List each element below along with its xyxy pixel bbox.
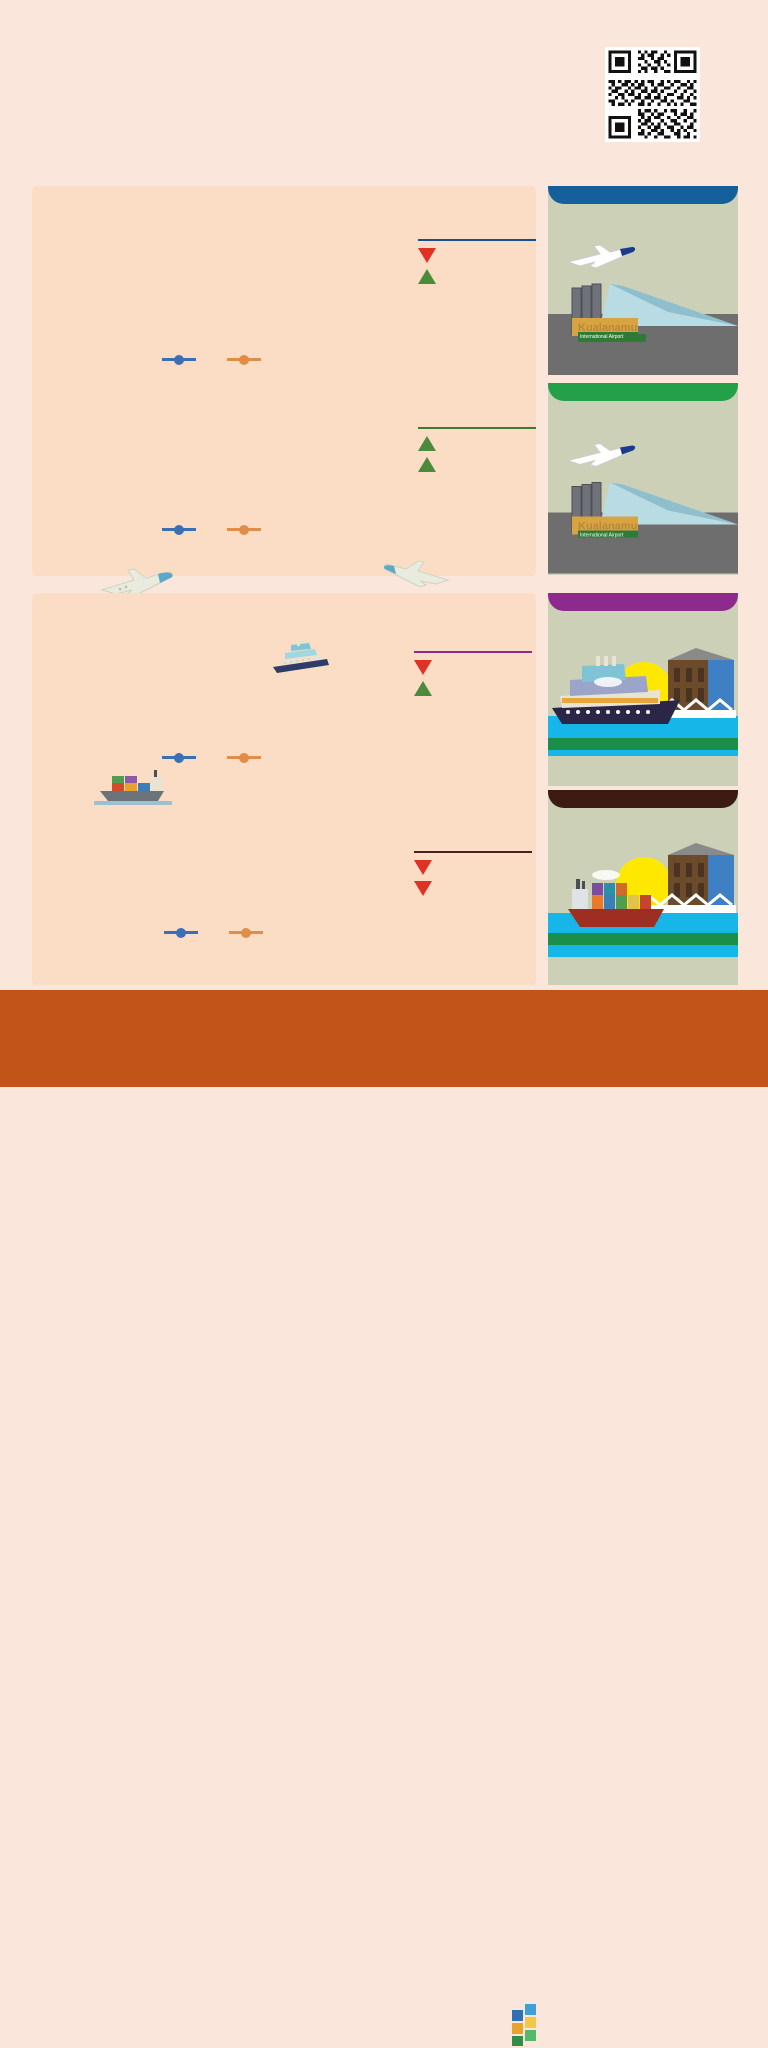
legend-berangkat-swatch bbox=[227, 752, 261, 763]
stat-change-1 bbox=[414, 660, 532, 676]
stat-change-2 bbox=[418, 269, 536, 285]
legend-bongkar bbox=[164, 927, 203, 938]
port-cargo-illustration-icon bbox=[548, 843, 738, 957]
banner-sea-passenger bbox=[548, 593, 738, 611]
legend-muat-swatch bbox=[229, 927, 263, 938]
legend-berangkat bbox=[227, 524, 266, 535]
legend-datang-swatch bbox=[162, 354, 196, 365]
svg-text:Kualanamu: Kualanamu bbox=[578, 521, 637, 533]
page-footer bbox=[0, 990, 768, 2046]
legend-datang-swatch bbox=[162, 524, 196, 535]
airport-illustration-icon: Kualanamu International Airport bbox=[548, 244, 738, 375]
stat-divider bbox=[414, 651, 532, 654]
infographic-page: Kualanamu International Airport Kualanam… bbox=[0, 44, 768, 2046]
legend-bongkar-swatch bbox=[164, 927, 198, 938]
legend-berangkat-swatch bbox=[227, 524, 261, 535]
sea-passenger-legend bbox=[162, 752, 266, 763]
sea-goods-legend bbox=[164, 927, 268, 938]
cargo-ship-icon bbox=[94, 770, 172, 805]
air-transport-card bbox=[32, 186, 536, 598]
cargo-ship-icon bbox=[568, 879, 664, 927]
airplane-icon bbox=[384, 560, 450, 588]
svg-text:International Airport: International Airport bbox=[580, 533, 624, 539]
legend-berangkat bbox=[227, 752, 266, 763]
legend-muat bbox=[229, 927, 268, 938]
stat-change-1 bbox=[418, 436, 536, 452]
legend-berangkat-swatch bbox=[227, 354, 261, 365]
triangle-up-icon bbox=[418, 269, 436, 285]
stat-change-1 bbox=[418, 248, 536, 264]
triangle-down-icon bbox=[418, 248, 436, 264]
stat-change-1 bbox=[414, 860, 532, 876]
stat-title bbox=[414, 612, 532, 646]
triangle-up-icon bbox=[414, 681, 432, 697]
stat-air-domestic bbox=[418, 200, 536, 290]
legend-datang-swatch bbox=[162, 752, 196, 763]
stat-divider bbox=[414, 851, 532, 854]
legend-datang bbox=[162, 752, 201, 763]
triangle-up-icon bbox=[418, 457, 436, 473]
stat-title bbox=[418, 200, 536, 234]
legend-datang bbox=[162, 524, 201, 535]
triangle-down-icon bbox=[414, 660, 432, 676]
triangle-down-icon bbox=[414, 860, 432, 876]
sea-transport-card bbox=[32, 593, 536, 985]
stat-title bbox=[414, 812, 532, 846]
stat-sea-passenger bbox=[414, 612, 532, 702]
illustration-air-domestic: Kualanamu International Airport bbox=[548, 186, 738, 375]
stat-divider bbox=[418, 427, 536, 430]
qr-code-icon bbox=[605, 47, 700, 142]
page-header bbox=[44, 44, 564, 54]
air-international-legend bbox=[162, 524, 266, 535]
stat-sea-goods bbox=[414, 812, 532, 902]
stat-change-2 bbox=[418, 457, 536, 473]
stat-divider bbox=[418, 239, 536, 242]
airplane-icon bbox=[100, 568, 173, 598]
port-cruise-illustration-icon bbox=[548, 648, 738, 756]
legend-datang bbox=[162, 354, 201, 365]
banner-sea-goods bbox=[548, 790, 738, 808]
airport-illustration-icon: Kualanamu International Airport bbox=[548, 442, 738, 574]
stat-air-international bbox=[418, 388, 536, 478]
banner-air-international bbox=[548, 383, 738, 401]
illustration-air-international: Kualanamu International Airport bbox=[548, 383, 738, 575]
svg-text:Kualanamu: Kualanamu bbox=[578, 322, 637, 334]
stat-change-2 bbox=[414, 681, 532, 697]
legend-berangkat bbox=[227, 354, 266, 365]
stat-title bbox=[418, 388, 536, 422]
bps-logo-icon bbox=[512, 2004, 536, 2046]
illustration-sea-passenger bbox=[548, 593, 738, 786]
stat-change-2 bbox=[414, 881, 532, 897]
cruise-ship-icon bbox=[273, 640, 329, 673]
air-domestic-legend bbox=[162, 354, 266, 365]
illustration-sea-goods bbox=[548, 790, 738, 985]
banner-air-domestic bbox=[548, 186, 738, 204]
svg-text:International Airport: International Airport bbox=[580, 334, 624, 340]
triangle-down-icon bbox=[414, 881, 432, 897]
triangle-up-icon bbox=[418, 436, 436, 452]
